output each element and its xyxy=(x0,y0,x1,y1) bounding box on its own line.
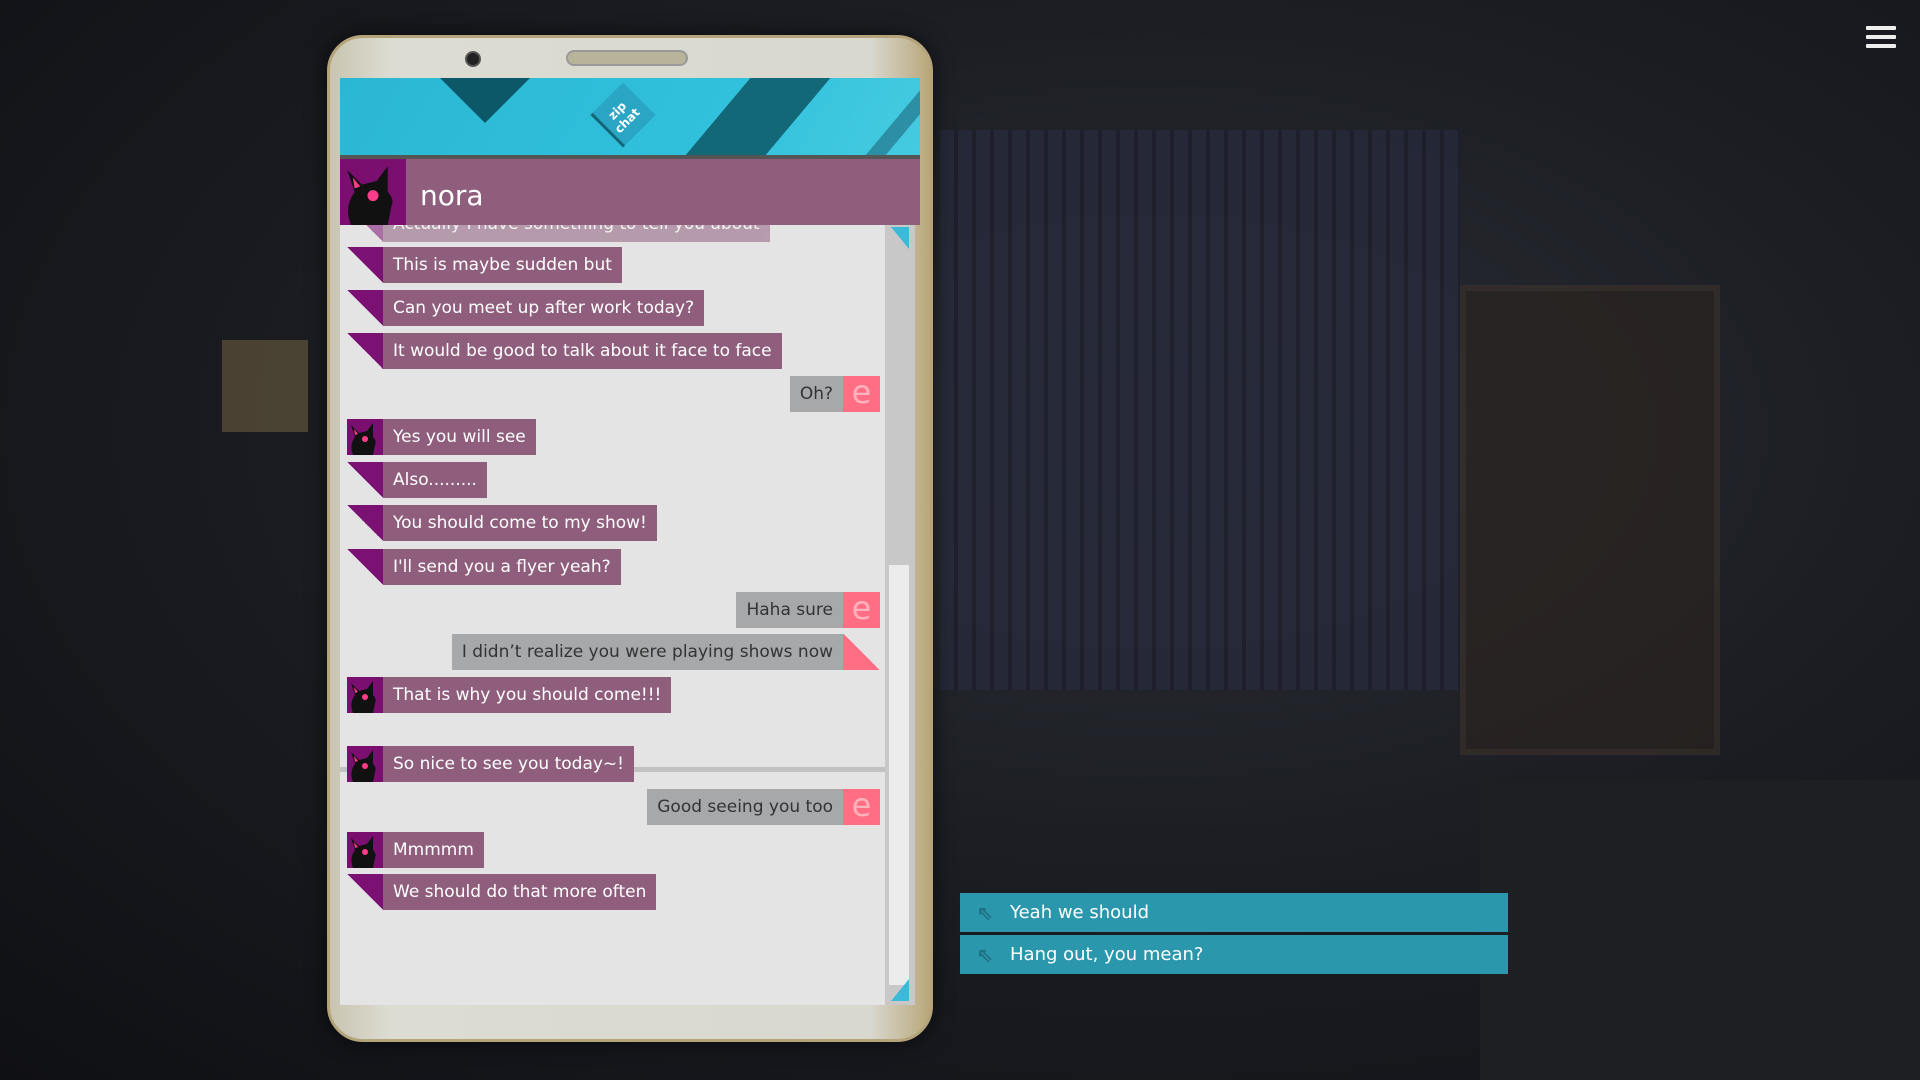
message-nora: I'll send you a flyer yeah? xyxy=(347,549,621,585)
message-me: Oh? e xyxy=(789,376,880,412)
background-lamp xyxy=(222,340,308,432)
player-e-icon: e xyxy=(843,789,880,825)
hamburger-menu-icon[interactable] xyxy=(1866,26,1896,52)
scroll-down-icon[interactable] xyxy=(891,979,909,1001)
message-nora: Actually I have something to tell you ab… xyxy=(347,225,770,242)
choice-label: Hang out, you mean? xyxy=(1010,944,1204,965)
message-nora: Yes you will see xyxy=(347,419,536,455)
message-nora: That is why you should come!!! xyxy=(347,677,672,713)
message-nora: We should do that more often xyxy=(347,874,657,910)
avatar xyxy=(340,159,406,225)
arrow-up-left-icon: ⇖ xyxy=(976,900,994,925)
message-text: That is why you should come!!! xyxy=(383,677,672,713)
message-nora: Can you meet up after work today? xyxy=(347,290,705,326)
bubble-tail xyxy=(347,874,383,910)
phone-speaker xyxy=(566,50,688,66)
bubble-tail xyxy=(347,549,383,585)
choice-button[interactable]: ⇖ Yeah we should xyxy=(960,893,1508,932)
message-text: I'll send you a flyer yeah? xyxy=(383,549,621,585)
message-nora: So nice to see you today~! xyxy=(347,746,634,782)
message-text: Yes you will see xyxy=(383,419,536,455)
message-text: Oh? xyxy=(789,376,843,412)
camera-icon xyxy=(465,51,481,67)
arrow-up-left-icon: ⇖ xyxy=(976,942,994,967)
message-nora: Mmmmm xyxy=(347,832,484,868)
phone: zip chat nora Actually I have something … xyxy=(327,35,933,1042)
scrollbar[interactable] xyxy=(885,225,915,1005)
message-text: Actually I have something to tell you ab… xyxy=(383,225,770,242)
message-text: Haha sure xyxy=(736,592,843,628)
player-e-icon: e xyxy=(843,592,880,628)
message-nora: This is maybe sudden but xyxy=(347,247,622,283)
message-me: Haha sure e xyxy=(736,592,880,628)
chat-log: Actually I have something to tell you ab… xyxy=(340,225,885,1005)
background-desk xyxy=(1480,780,1920,1080)
avatar xyxy=(347,419,383,455)
avatar xyxy=(347,677,383,713)
background-blinds xyxy=(940,130,1460,690)
message-me: I didn’t realize you were playing shows … xyxy=(451,634,880,670)
message-text: It would be good to talk about it face t… xyxy=(383,333,782,369)
avatar xyxy=(347,832,383,868)
bubble-tail xyxy=(347,247,383,283)
bubble-tail xyxy=(347,290,383,326)
bubble-tail xyxy=(347,333,383,369)
message-nora: You should come to my show! xyxy=(347,505,657,541)
message-nora: It would be good to talk about it face t… xyxy=(347,333,782,369)
choice-label: Yeah we should xyxy=(1010,902,1149,923)
message-text: You should come to my show! xyxy=(383,505,657,541)
message-text: Can you meet up after work today? xyxy=(383,290,705,326)
app-banner: zip chat xyxy=(340,78,920,155)
bubble-tail xyxy=(347,225,383,242)
message-text: Also......... xyxy=(383,462,487,498)
message-text: Mmmmm xyxy=(383,832,484,868)
message-text: This is maybe sudden but xyxy=(383,247,622,283)
bubble-tail xyxy=(843,634,880,670)
bubble-tail xyxy=(347,462,383,498)
message-text: Good seeing you too xyxy=(647,789,843,825)
message-text: We should do that more often xyxy=(383,874,657,910)
message-nora: Also......... xyxy=(347,462,487,498)
bubble-tail xyxy=(347,505,383,541)
choice-button[interactable]: ⇖ Hang out, you mean? xyxy=(960,935,1508,974)
scroll-up-icon[interactable] xyxy=(891,227,909,249)
zip-chat-logo: zip chat xyxy=(590,82,656,148)
avatar xyxy=(347,746,383,782)
message-text: So nice to see you today~! xyxy=(383,746,634,782)
background-bookshelf xyxy=(1460,285,1720,755)
player-e-icon: e xyxy=(843,376,880,412)
reply-choices: ⇖ Yeah we should ⇖ Hang out, you mean? xyxy=(960,893,1508,977)
message-text: I didn’t realize you were playing shows … xyxy=(451,634,843,670)
scrollbar-thumb[interactable] xyxy=(889,565,909,985)
contact-name: nora xyxy=(420,179,484,212)
message-me: Good seeing you too e xyxy=(647,789,880,825)
contact-header: nora xyxy=(340,155,920,225)
